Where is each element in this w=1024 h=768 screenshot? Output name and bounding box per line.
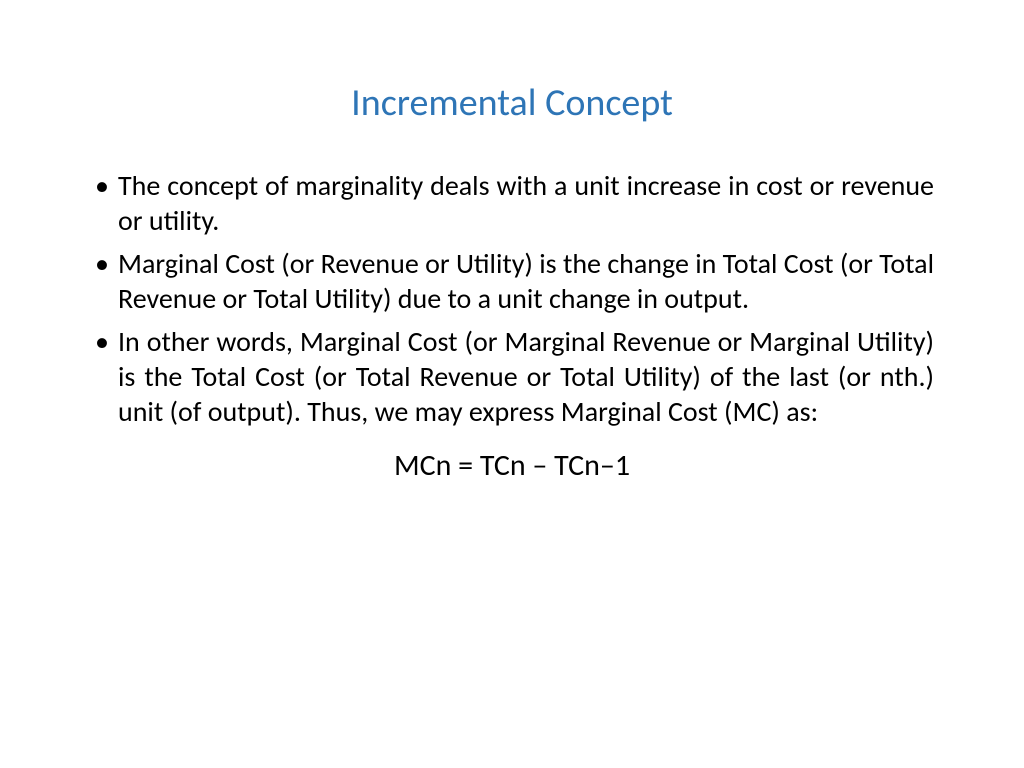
bullet-list: The concept of marginality deals with a … xyxy=(90,168,934,429)
bullet-item: The concept of marginality deals with a … xyxy=(90,168,934,238)
bullet-item: Marginal Cost (or Revenue or Utility) is… xyxy=(90,246,934,316)
formula-text: MCn = TCn – TCn–1 xyxy=(90,447,934,484)
bullet-item: In other words, Marginal Cost (or Margin… xyxy=(90,324,934,429)
slide-title: Incremental Concept xyxy=(90,80,934,126)
